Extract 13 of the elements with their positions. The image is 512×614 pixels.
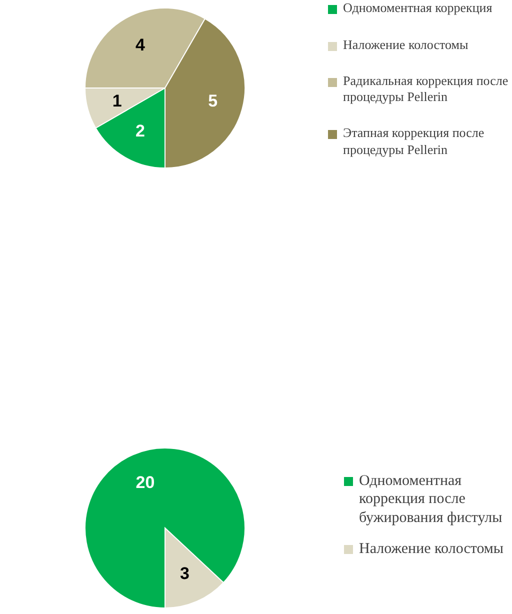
- legend-label: Одномоментная коррекция после бужирования фистулы: [359, 472, 502, 526]
- legend-label: Наложение колостомы: [343, 36, 468, 52]
- data-label: 1: [112, 91, 122, 110]
- data-label: 4: [135, 36, 146, 55]
- legend-label: Одномоментная коррекция: [343, 0, 492, 16]
- data-label: 3: [180, 564, 190, 583]
- data-label: 2: [135, 121, 145, 140]
- pie-slice: [84, 448, 246, 608]
- legend-label: Наложение колостомы: [359, 540, 504, 557]
- data-label: 20: [136, 473, 155, 492]
- legend-label: Этапная коррекция после процедуры Pellerin: [343, 125, 484, 156]
- data-label: 5: [208, 91, 218, 110]
- legend-label: Радикальная коррекция после процедуры Pellerin: [343, 72, 508, 104]
